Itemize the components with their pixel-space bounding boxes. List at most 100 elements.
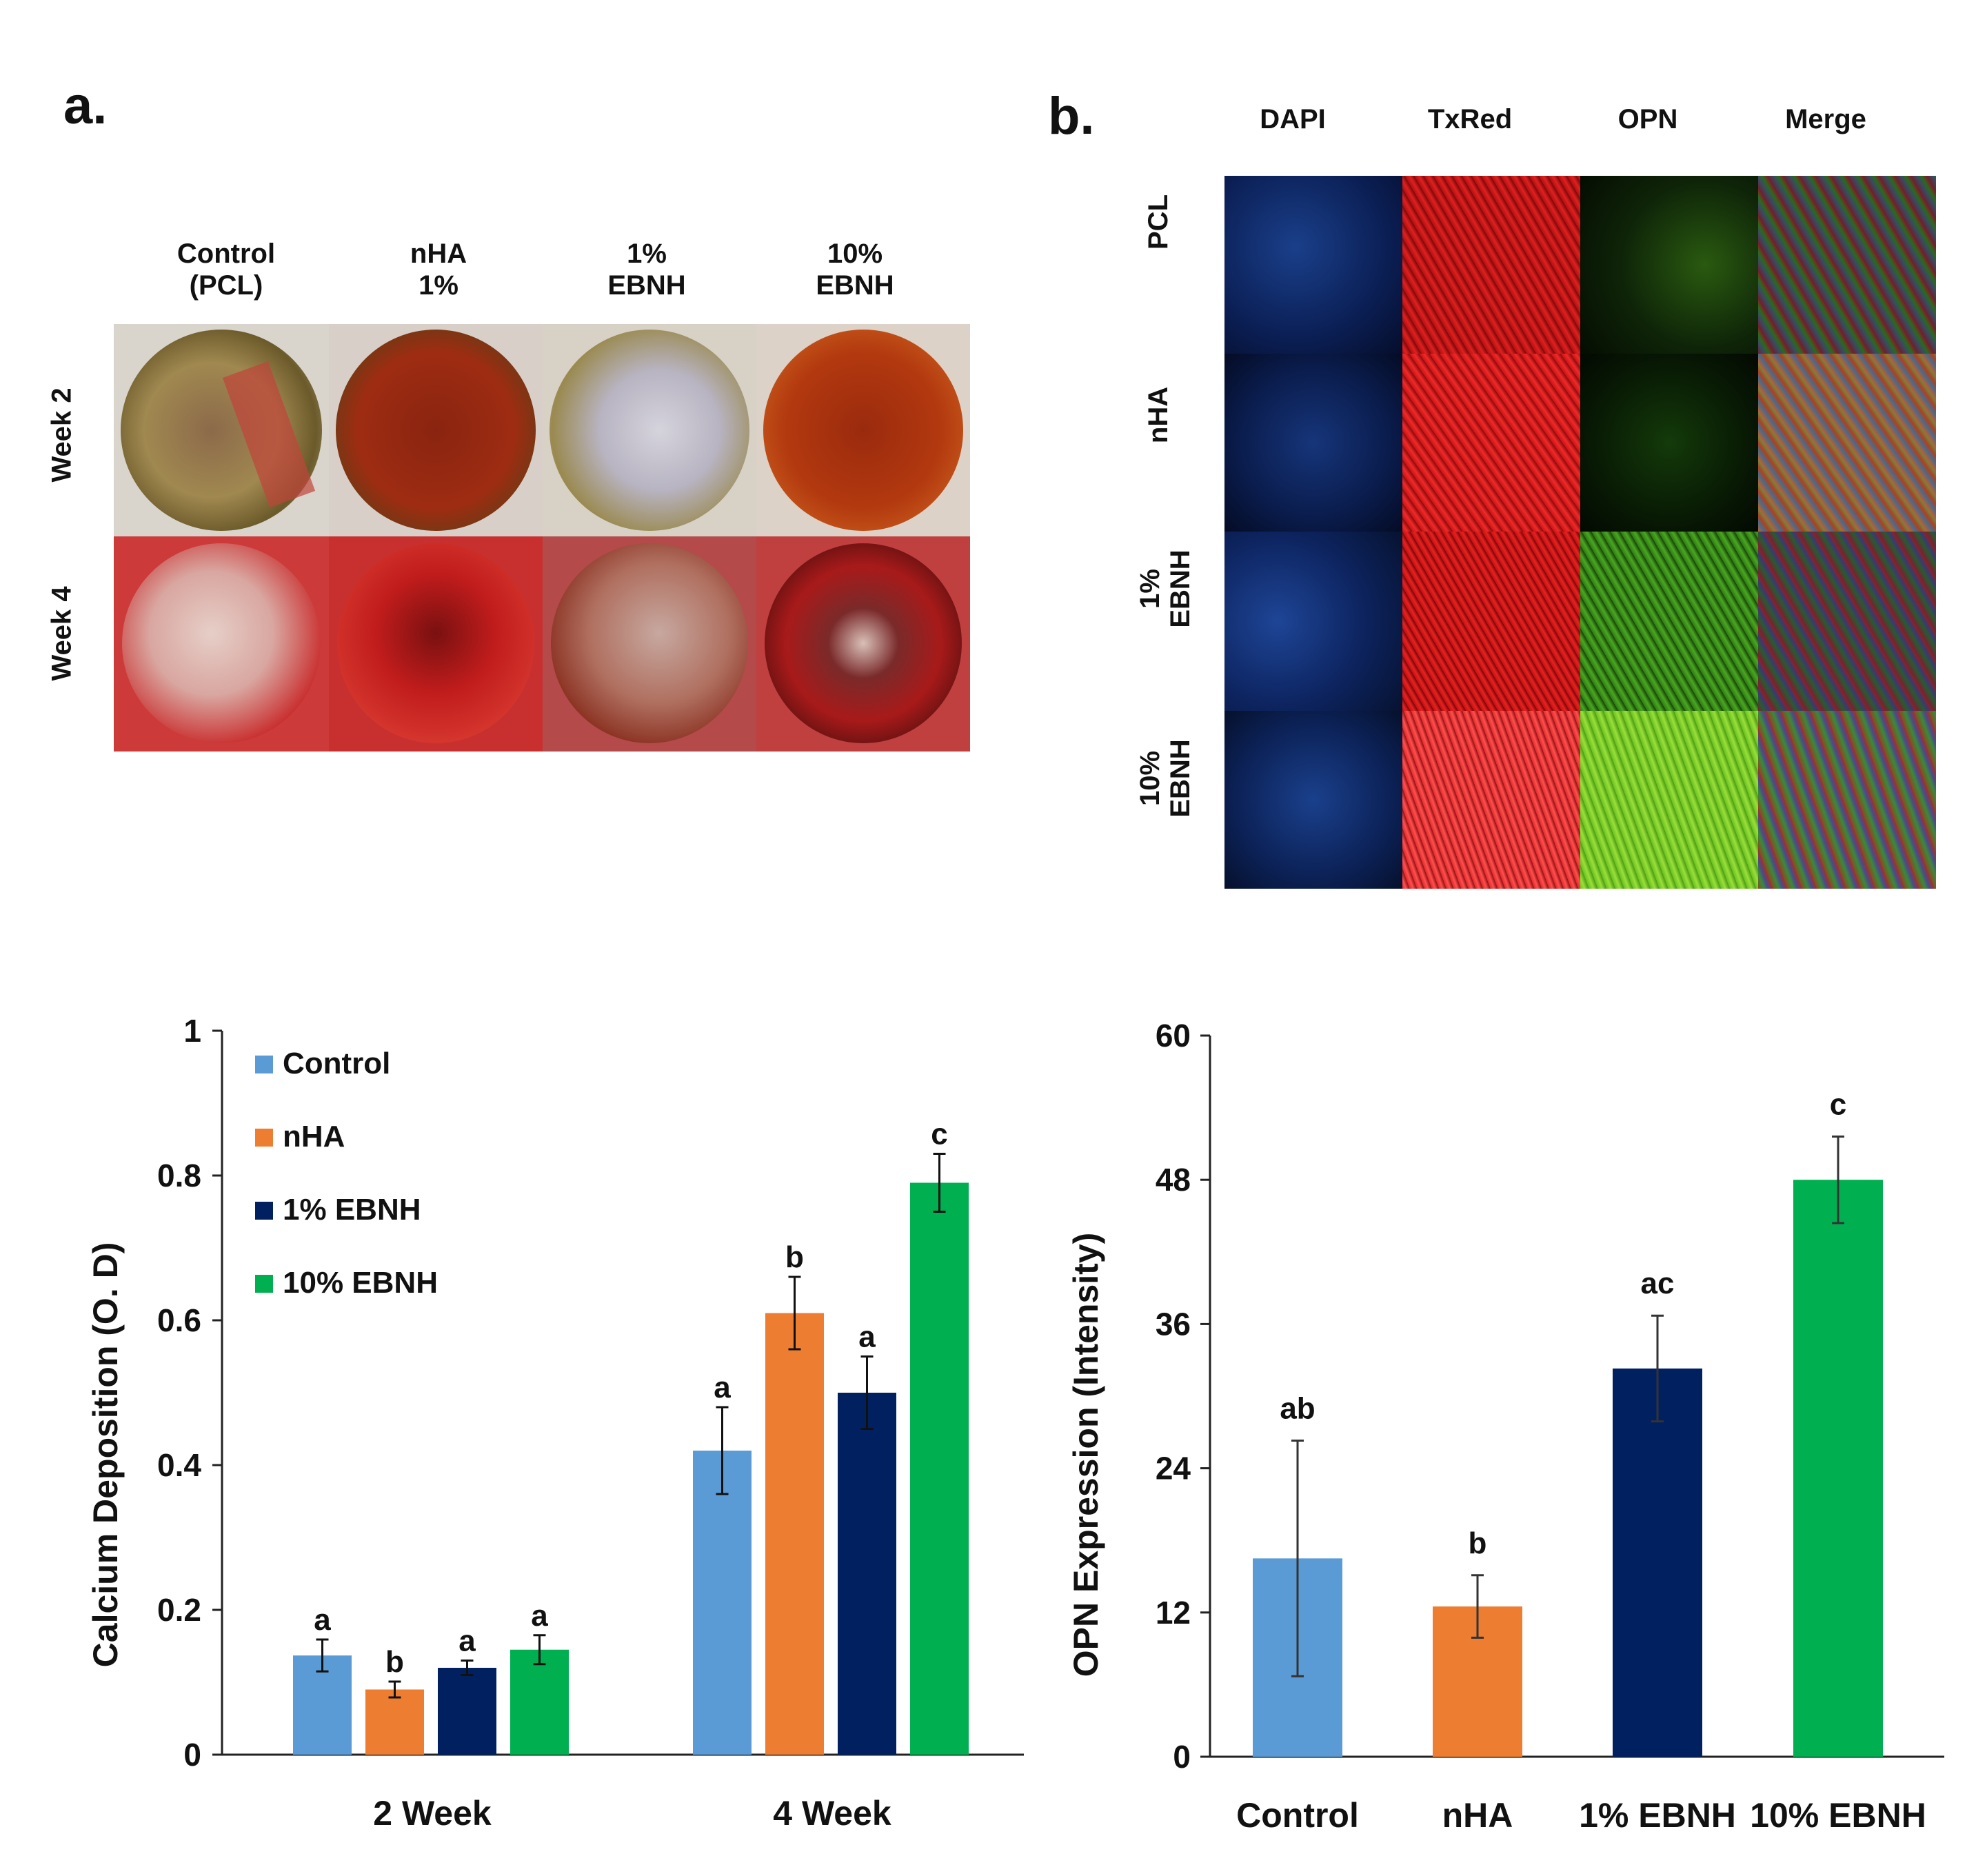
tile-nha-merge [1758,354,1936,532]
opn-expression-chart: OPN Expression (Intensity) 0 12 24 36 48 60 a… [1067,1018,1944,1835]
col-header-line2: 1% [419,270,458,301]
bar [765,1313,824,1755]
bar [838,1393,896,1755]
legend-swatch [255,1056,273,1073]
tile-10ebnh-txred [1402,711,1580,889]
tile-nha-txred [1402,354,1580,532]
panel-b-row-label: 1% EBNH [1135,520,1196,658]
y-tick-label: 0 [183,1737,201,1773]
significance-label: a [714,1371,731,1404]
panel-a-row-label: Week 2 [46,387,77,483]
significance-label: c [931,1118,947,1151]
panel-b-row-label: 10% EBNH [1135,709,1196,847]
significance-label: b [1469,1526,1487,1560]
x-category-label: 1% EBNH [1579,1796,1736,1835]
panel-a-col-header: nHA 1% [370,238,507,301]
bar [438,1668,496,1755]
panel-a-col-header: 10% EBNH [786,238,924,301]
tile-pcl-dapi [1224,176,1402,354]
legend-swatch [255,1202,273,1220]
col-header-line2: EBNH [607,270,686,301]
y-axis-ticks: 0 0.2 0.4 0.6 0.8 1 [157,1013,1024,1773]
y-tick-label: 60 [1156,1018,1191,1053]
tile-pcl-opn [1580,176,1758,354]
legend-swatch [255,1129,273,1147]
panel-b-label: b. [1048,87,1095,145]
y-tick-label: 0.2 [157,1592,201,1628]
x-category-label: 10% EBNH [1750,1796,1926,1835]
bar [693,1451,752,1755]
well-photo-week4-1ebnh [543,536,756,752]
significance-label: ac [1641,1267,1675,1300]
tile-10ebnh-dapi [1224,711,1402,889]
well-photo-week4-10ebnh [756,536,970,752]
y-tick-label: 0 [1173,1739,1191,1775]
tile-1ebnh-dapi [1224,532,1402,711]
row-label-line2: EBNH [1165,549,1196,628]
y-tick-label: 12 [1156,1595,1191,1631]
row-label-line2: EBNH [1165,739,1196,818]
col-header-line1: nHA [410,239,467,269]
y-tick-label: 0.4 [157,1447,201,1483]
bar [1793,1180,1883,1757]
x-category-label: nHA [1442,1796,1513,1835]
y-tick-label: 0.8 [157,1158,201,1193]
well-photo-week2-1ebnh [543,324,756,536]
bar [365,1689,424,1755]
y-axis-title: OPN Expression (Intensity) [1067,1233,1105,1677]
legend: Control nHA 1% EBNH 10% EBNH [255,1047,438,1300]
x-category-label: 4 Week [773,1794,891,1833]
panel-a-col-header: 1% EBNH [578,238,716,301]
bar [910,1182,969,1755]
row-label-line1: nHA [1143,386,1173,444]
significance-label: a [314,1603,331,1637]
significance-label: b [385,1645,404,1679]
channel-header-merge: Merge [1785,104,1866,134]
significance-label: a [858,1320,876,1354]
legend-label: Control [283,1047,390,1080]
legend-label: 1% EBNH [283,1193,421,1227]
tile-10ebnh-merge [1758,711,1936,889]
legend-label: nHA [283,1120,345,1153]
col-header-line2: EBNH [816,270,894,301]
tile-1ebnh-merge [1758,532,1936,711]
well-photo-week4-nha [329,536,543,752]
y-tick-label: 36 [1156,1306,1191,1342]
row-label-line1: PCL [1143,194,1173,250]
tile-pcl-merge [1758,176,1936,354]
significance-label: a [531,1599,548,1633]
col-header-line1: Control [177,239,276,269]
col-header-line1: 10% [827,239,883,269]
tile-1ebnh-opn [1580,532,1758,711]
significance-label: b [785,1240,804,1274]
y-tick-label: 24 [1156,1451,1191,1486]
significance-label: c [1830,1087,1846,1121]
significance-label: a [458,1624,476,1658]
x-axis-labels: Control nHA 1% EBNH 10% EBNH [1236,1796,1926,1835]
legend-swatch [255,1275,273,1293]
tile-10ebnh-opn [1580,711,1758,889]
tile-nha-opn [1580,354,1758,532]
x-category-label: Control [1236,1796,1359,1835]
tile-nha-dapi [1224,354,1402,532]
tile-pcl-txred [1402,176,1580,354]
row-label-line1: 1% [1135,569,1165,609]
calcium-deposition-chart: Calcium Deposition (O. D) 0 0.2 0.4 0.6 0.8 1… [86,1013,1024,1833]
bar-series-group: ab b ac c [1253,1087,1883,1757]
panel-a-label: a. [63,77,108,135]
tile-1ebnh-txred [1402,532,1580,711]
bar [510,1649,569,1755]
y-tick-label: 0.6 [157,1302,201,1338]
x-axis-labels: 2 Week 4 Week [373,1794,891,1833]
y-axis-title: Calcium Deposition (O. D) [86,1242,125,1668]
y-tick-label: 1 [183,1013,201,1049]
significance-label: ab [1280,1392,1315,1426]
col-header-line1: 1% [627,239,667,269]
well-photo-week2-control [114,324,329,536]
panel-b-row-label: PCL [1143,153,1173,291]
channel-header-txred: TxRed [1427,104,1513,134]
panel-a-row-label: Week 4 [46,586,77,681]
well-photo-week2-10ebnh [756,324,970,536]
bar-series-group: a b a a a b a c [293,1118,969,1755]
y-tick-label: 48 [1156,1162,1191,1198]
